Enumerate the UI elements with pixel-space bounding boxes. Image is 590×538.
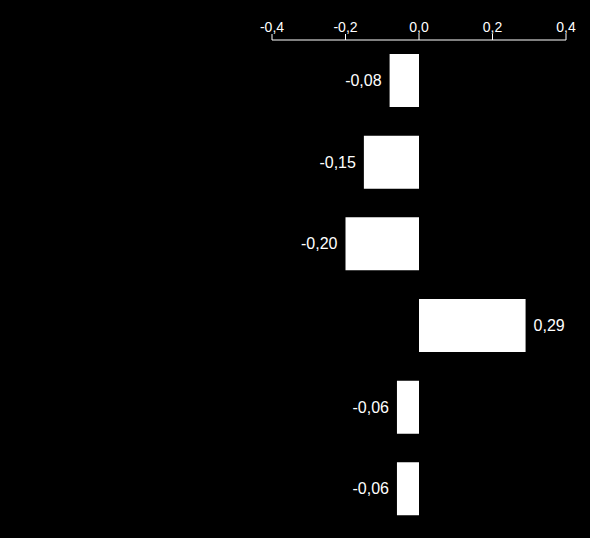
svg-text:-0,2: -0,2 — [333, 19, 357, 35]
svg-text:-0,20: -0,20 — [301, 235, 338, 252]
svg-text:0,2: 0,2 — [483, 19, 503, 35]
svg-text:-0,15: -0,15 — [319, 154, 356, 171]
svg-text:0,4: 0,4 — [556, 19, 576, 35]
svg-text:-0,08: -0,08 — [345, 72, 382, 89]
svg-text:-0,06: -0,06 — [352, 399, 389, 416]
svg-text:-0,06: -0,06 — [352, 480, 389, 497]
svg-text:0,0: 0,0 — [409, 19, 429, 35]
svg-text:-0,4: -0,4 — [260, 19, 284, 35]
svg-text:0,29: 0,29 — [534, 317, 565, 334]
